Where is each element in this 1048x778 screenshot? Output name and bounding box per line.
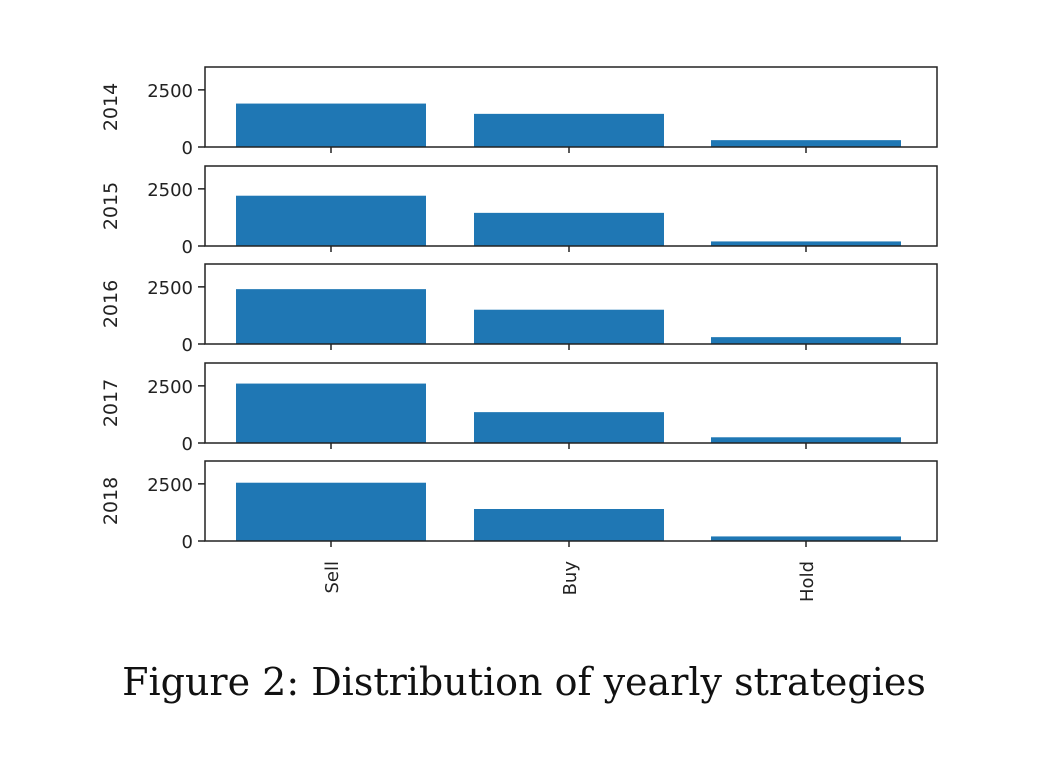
bar-2017-hold — [711, 437, 901, 443]
xtick-label-buy: Buy — [560, 561, 581, 596]
bar-2015-hold — [711, 241, 901, 246]
bar-2014-hold — [711, 140, 901, 147]
xtick-label-sell: Sell — [322, 561, 343, 594]
ylabel-2016: 2016 — [100, 280, 122, 328]
bar-2018-hold — [711, 536, 901, 541]
axes-frame-2017 — [204, 362, 938, 444]
xtick-label-hold: Hold — [797, 561, 818, 602]
axes-frame-2016 — [204, 263, 938, 345]
figure-caption: Figure 2: Distribution of yearly strateg… — [122, 660, 926, 704]
bar-2016-buy — [474, 309, 664, 344]
ylabel-2015: 2015 — [100, 182, 122, 230]
ylabel-2014: 2014 — [100, 83, 122, 131]
ytick-label-2016-0: 0 — [182, 335, 193, 356]
ytick-label-2018-2500: 2500 — [147, 475, 193, 496]
subplot-2016: 0 2500 2016 — [100, 263, 938, 356]
bar-2014-sell — [236, 103, 426, 147]
ytick-label-2017-2500: 2500 — [147, 377, 193, 398]
bar-2018-sell — [236, 482, 426, 541]
ylabel-2017: 2017 — [100, 379, 122, 427]
bar-2017-buy — [474, 412, 664, 443]
bar-2015-sell — [236, 195, 426, 246]
subplot-2018: 0 2500 2018 — [100, 460, 938, 553]
ytick-label-2015-0: 0 — [182, 237, 193, 258]
axes-frame-2018 — [204, 460, 938, 542]
ylabel-2018: 2018 — [100, 477, 122, 525]
subplot-2014: 0 2500 2014 — [100, 66, 938, 159]
bar-2015-buy — [474, 212, 664, 246]
ytick-label-2014-2500: 2500 — [147, 81, 193, 102]
subplot-2017: 0 2500 2017 — [100, 362, 938, 455]
subplots-group: 0 2500 2014 0 2500 2015 0 2500 2016 0 2500 2017 0 250… — [100, 66, 938, 553]
bar-2017-sell — [236, 383, 426, 443]
ytick-label-2018-0: 0 — [182, 532, 193, 553]
ytick-label-2017-0: 0 — [182, 434, 193, 455]
bar-2016-sell — [236, 289, 426, 344]
axes-frame-2015 — [204, 165, 938, 247]
axes-frame-2014 — [204, 66, 938, 148]
ytick-label-2015-2500: 2500 — [147, 180, 193, 201]
ytick-label-2016-2500: 2500 — [147, 278, 193, 299]
bar-2018-buy — [474, 509, 664, 541]
ytick-label-2014-0: 0 — [182, 138, 193, 159]
subplot-2015: 0 2500 2015 — [100, 165, 938, 258]
x-tick-labels: Sell Buy Hold — [322, 561, 818, 602]
bar-2014-buy — [474, 113, 664, 147]
chart-figure: 0 2500 2014 0 2500 2015 0 2500 2016 0 2500 2017 0 250… — [100, 66, 938, 602]
bar-2016-hold — [711, 337, 901, 344]
